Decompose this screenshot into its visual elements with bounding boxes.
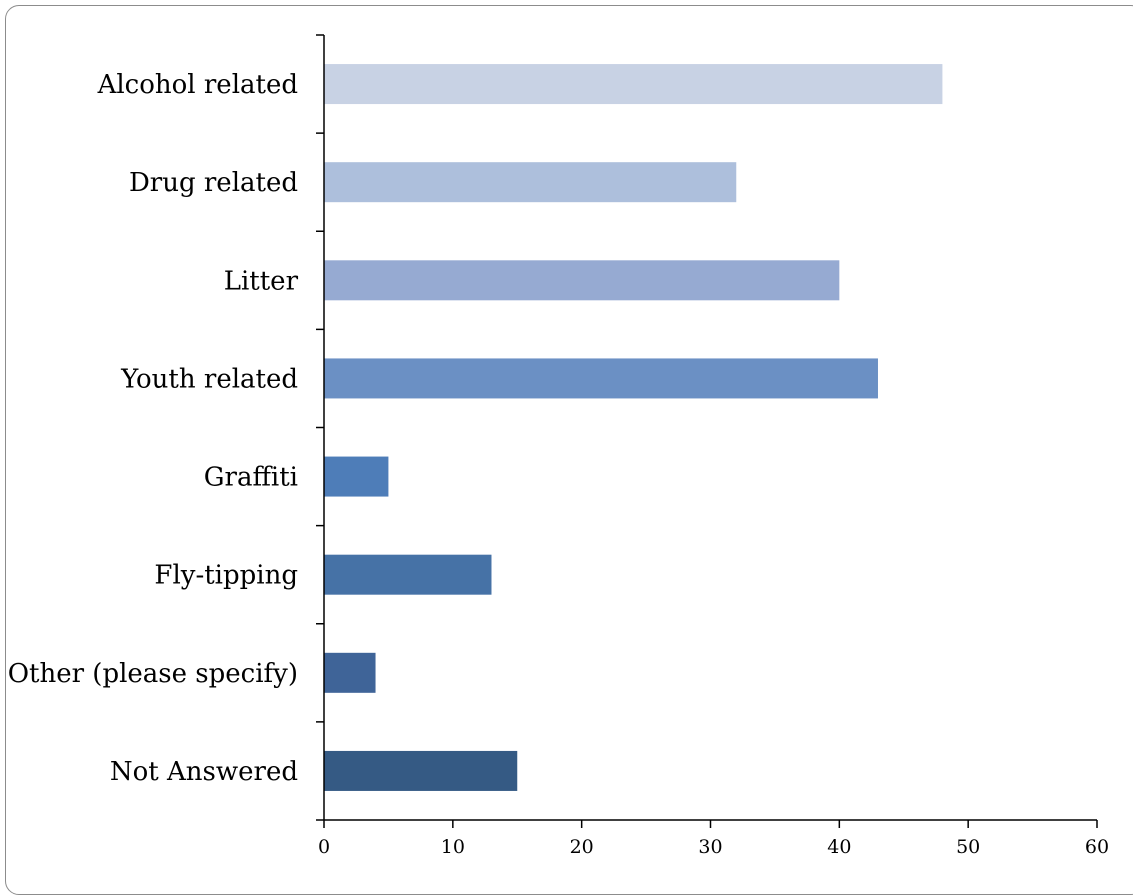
category-label: Not Answered (110, 757, 298, 787)
category-label: Youth related (120, 364, 298, 394)
bar (324, 358, 878, 399)
category-label: Drug related (129, 168, 298, 198)
bar (324, 652, 376, 693)
x-tick-label: 0 (318, 836, 330, 858)
category-label: Graffiti (204, 463, 298, 493)
bar (324, 554, 492, 595)
x-tick-label: 50 (956, 836, 980, 858)
x-tick-label: 40 (827, 836, 851, 858)
x-tick-label: 60 (1085, 836, 1109, 858)
bar (324, 260, 840, 301)
category-label: Fly-tipping (154, 561, 298, 591)
bar (324, 162, 737, 203)
bar (324, 64, 943, 105)
category-label: Alcohol related (97, 70, 298, 100)
category-label: Litter (224, 266, 299, 296)
category-label: Other (please specify) (8, 659, 298, 689)
chart-frame (5, 5, 1133, 895)
x-tick-label: 30 (698, 836, 722, 858)
x-tick-label: 10 (441, 836, 465, 858)
x-tick-label: 20 (570, 836, 594, 858)
bar (324, 456, 389, 497)
bar (324, 750, 518, 791)
